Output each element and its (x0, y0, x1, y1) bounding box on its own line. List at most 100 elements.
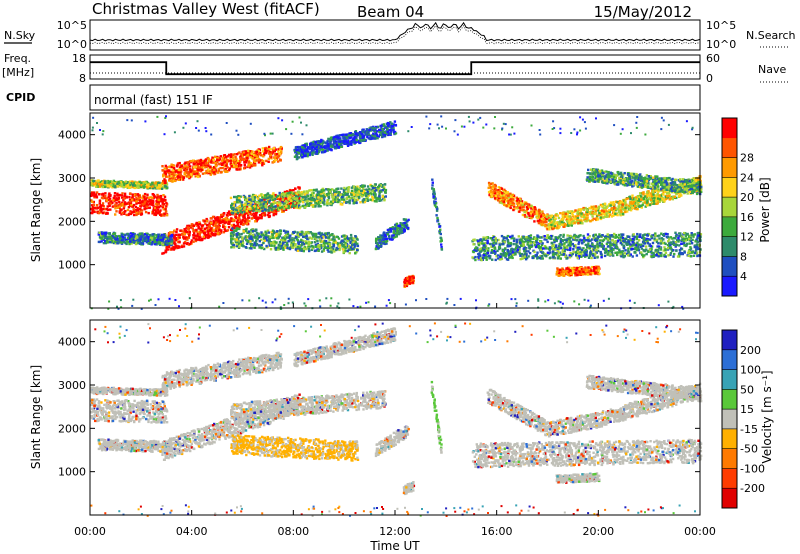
power-cell (588, 210, 591, 214)
power-cell (147, 185, 151, 188)
power-cell (322, 235, 325, 238)
power-cell (272, 192, 275, 195)
power-cell (210, 222, 213, 225)
power-cell (307, 202, 310, 206)
power-cell (200, 168, 203, 172)
power-cell (235, 208, 238, 211)
power-cell (579, 221, 582, 224)
power-cell (239, 206, 242, 210)
power-cell (581, 222, 584, 225)
power-cell (143, 198, 147, 201)
power-cell (353, 201, 356, 204)
power-cell (247, 235, 250, 238)
power-cell (563, 215, 567, 218)
power-cell (218, 216, 221, 219)
power-cell (237, 242, 241, 245)
power-cell (602, 210, 606, 213)
power-cell (265, 232, 268, 235)
power-cell (596, 218, 600, 221)
power-cell (277, 150, 280, 153)
power-cell (276, 202, 279, 205)
power-cell (220, 215, 223, 219)
power-cell (337, 190, 341, 194)
power-cell (135, 211, 138, 215)
power-cell (366, 199, 370, 202)
power-cell (236, 235, 239, 239)
power-cell (253, 154, 256, 157)
power-cell (353, 187, 356, 190)
power-cell (131, 233, 134, 236)
power-cell (356, 193, 359, 196)
power-cell (515, 199, 519, 202)
power-cell (246, 231, 249, 234)
power-cell (232, 158, 235, 161)
power-cell (231, 206, 234, 210)
power-cell (266, 196, 269, 200)
power-cell (311, 245, 314, 248)
power-cell (195, 222, 198, 225)
power-cell (591, 211, 594, 214)
power-cell (263, 214, 266, 217)
power-cell (347, 187, 350, 190)
power-cell (258, 200, 262, 203)
power-cell (249, 232, 252, 235)
power-cell (299, 205, 302, 209)
power-cell (545, 220, 548, 224)
power-cell (101, 185, 104, 189)
power-cell (243, 210, 246, 214)
power-cell (273, 149, 276, 153)
power-cell (548, 228, 551, 231)
power-cell (233, 229, 236, 232)
power-cell (125, 240, 129, 243)
power-cell (617, 206, 621, 209)
power-cell (218, 224, 221, 228)
power-cell (240, 153, 243, 156)
power-cell (174, 237, 177, 240)
power-cell (609, 204, 612, 207)
power-cell (297, 205, 301, 209)
power-cell (288, 236, 291, 239)
power-cell (573, 217, 576, 221)
power-cell (203, 229, 206, 233)
power-cell (505, 204, 508, 208)
power-cell (239, 195, 242, 198)
power-cell (603, 202, 607, 206)
power-cell (547, 224, 550, 227)
power-cell (211, 233, 215, 237)
power-cell (236, 159, 240, 163)
power-cell (299, 248, 302, 252)
power-cell (304, 206, 307, 209)
power-cell (102, 194, 105, 198)
power-cell (209, 170, 212, 174)
power-cell (206, 224, 209, 227)
power-cell (232, 243, 235, 247)
power-cell (575, 215, 578, 218)
power-cell (261, 150, 265, 153)
power-cell (137, 186, 140, 189)
power-cell (209, 234, 212, 238)
power-cell (620, 200, 624, 203)
power-cell (164, 210, 168, 213)
power-cell (230, 211, 234, 215)
power-cell (319, 201, 322, 204)
power-cell (326, 193, 329, 196)
power-cell (96, 181, 99, 184)
power-cell (272, 236, 275, 240)
power-cell (362, 198, 366, 201)
power-cell (341, 193, 344, 196)
power-cell (186, 237, 189, 240)
power-cell (248, 211, 251, 214)
power-cell (233, 208, 236, 211)
power-cell (572, 220, 575, 223)
power-cell (156, 205, 159, 208)
power-cell (161, 234, 165, 237)
power-cell (278, 153, 281, 156)
power-cell (275, 153, 278, 156)
power-cell (585, 215, 588, 219)
power-cell (292, 242, 295, 246)
power-cell (533, 206, 536, 209)
power-cell (552, 225, 555, 228)
power-cell (561, 213, 565, 216)
power-cell (525, 215, 528, 219)
power-cell (509, 201, 512, 205)
